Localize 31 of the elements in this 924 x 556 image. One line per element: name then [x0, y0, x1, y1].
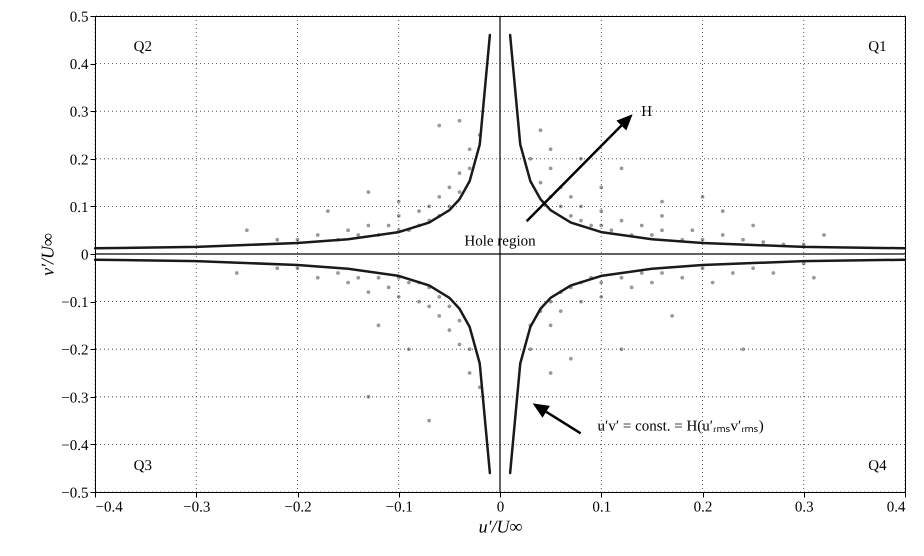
y-tick-label: −0.1: [61, 295, 88, 312]
annotation: H: [641, 104, 652, 120]
x-tick-label: 0.4: [886, 500, 906, 516]
y-tick-label: −0.2: [61, 342, 88, 359]
x-tick-label: 0: [496, 500, 504, 516]
x-tick-label: −0.1: [386, 500, 413, 516]
x-tick-label: 0.3: [794, 500, 814, 516]
y-tick-label: 0.2: [70, 152, 88, 168]
line-series: [94, 258, 492, 474]
y-tick-label: 0: [81, 248, 88, 264]
x-tick-label: −0.2: [284, 500, 312, 516]
x-axis-title: u′/U∞: [478, 516, 523, 536]
annotation: Q2: [134, 38, 152, 55]
x-tick-label: −0.3: [183, 500, 210, 516]
y-axis-title: v′/U∞: [37, 232, 58, 276]
y-tick-label: −0.3: [61, 390, 88, 406]
annotation: Q3: [134, 458, 152, 474]
line-series: [94, 34, 492, 250]
y-tick-label: 0.3: [70, 104, 88, 121]
y-tick-label: 0.4: [70, 57, 89, 74]
line-series: [508, 258, 906, 474]
annotation: Q1: [868, 38, 887, 55]
x-tick-label: 0.1: [592, 500, 612, 516]
y-tick-label: −0.5: [61, 486, 88, 502]
y-tick-label: 0.5: [70, 10, 88, 26]
annotation: Q4: [868, 458, 888, 474]
y-tick-label: 0.1: [70, 200, 88, 216]
x-tick-label: −0.4: [96, 500, 124, 516]
x-tick-label: 0.2: [694, 500, 712, 516]
y-tick-label: −0.4: [61, 438, 89, 454]
annotation: u′v′ = const. = H(u′ᵣₘₛv′ᵣₘₛ): [598, 418, 764, 434]
